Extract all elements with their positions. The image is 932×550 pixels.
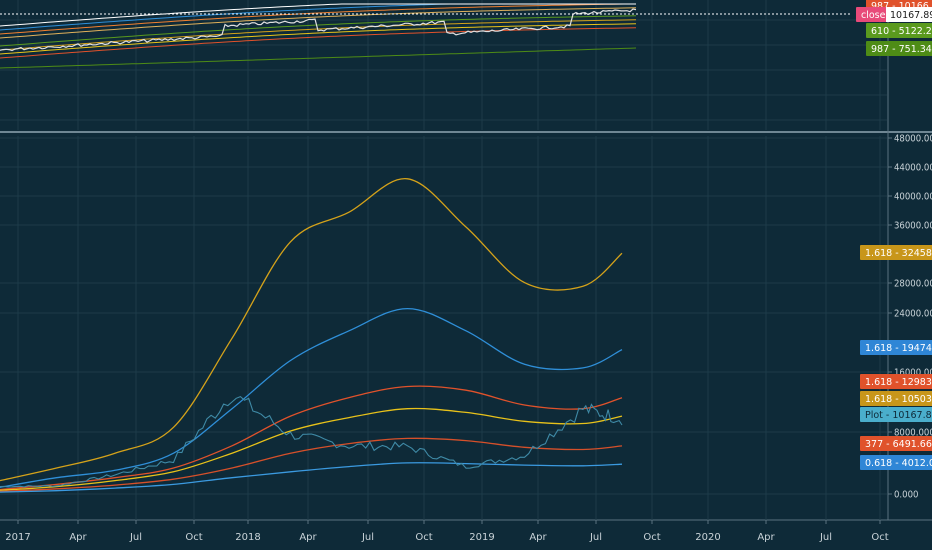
series-line-1 — [0, 307, 623, 488]
bottom-label-3-text: 1.618 - 10503.732 — [865, 394, 932, 405]
bottom-label-6-text: 0.618 - 4012.069 — [865, 458, 932, 469]
y-tick-label: 0.000 — [894, 490, 918, 501]
bottom-label-3: 1.618 - 10503.732 — [860, 391, 932, 406]
y-tick-label: 16000.000 — [894, 368, 932, 379]
x-tick-label: Oct — [185, 532, 202, 543]
series-line-5 — [0, 462, 623, 493]
bottom-label-1: 1.618 - 19474.990 — [860, 340, 932, 355]
bottom-label-5-bg — [860, 436, 932, 451]
bottom-label-5-text: 377 - 6491.663 — [865, 439, 932, 450]
bottom-label-0-bg — [860, 245, 932, 260]
x-tick-label: 2019 — [469, 532, 494, 543]
top-band-5 — [0, 7, 637, 39]
top-label-610: 610 - 5122.20 — [866, 23, 932, 38]
top-band-0 — [0, 27, 637, 59]
top-band-3 — [0, 15, 637, 47]
series-group — [0, 178, 623, 493]
y-tick-label: 44000.000 — [894, 163, 932, 174]
x-tick-label: 2017 — [5, 532, 30, 543]
top-label-610-text: 610 - 5122.20 — [871, 26, 932, 37]
top-band-8 — [0, 3, 636, 27]
bottom-label-3-bg — [860, 391, 932, 406]
top-band-1 — [0, 23, 637, 55]
top-label-close: close — [856, 7, 895, 22]
y-tick-label: 8000.000 — [894, 428, 932, 439]
bottom-label-6: 0.618 - 4012.069 — [860, 455, 932, 470]
bottom-label-1-text: 1.618 - 19474.990 — [865, 343, 932, 354]
y-tick-label: 36000.000 — [894, 221, 932, 232]
top-label-close-value-bg — [886, 7, 932, 22]
top-label-987-upper-text: 987 - 10166.89 — [871, 1, 932, 12]
bottom-label-0: 1.618 - 32458.317 — [860, 245, 932, 260]
top-label-close-value: 10167.89 — [886, 7, 932, 22]
bottom-label-2-text: 1.618 - 12983.327 — [865, 377, 932, 388]
top-band-4 — [0, 47, 637, 69]
x-tick-label: Jul — [129, 532, 142, 543]
series-line-plot — [0, 395, 623, 488]
bottom-label-6-bg — [860, 455, 932, 470]
x-tick-label: Apr — [299, 532, 317, 543]
bottom-label-4-text: Plot - 10167.890 — [865, 410, 932, 421]
bottom-label-5: 377 - 6491.663 — [860, 436, 932, 451]
y-tick-label: 48000.000 — [894, 134, 932, 145]
series-line-0 — [0, 178, 623, 482]
top-label-987-lower-text: 987 - 751.34 — [871, 44, 932, 55]
x-tick-label: 2018 — [235, 532, 260, 543]
series-line-4 — [0, 437, 623, 493]
top-label-610-bg — [866, 23, 932, 38]
series-line-2 — [0, 385, 623, 491]
x-tick-label: Oct — [415, 532, 432, 543]
bottom-label-4-bg — [860, 407, 932, 422]
x-tick-label: Jul — [589, 532, 602, 543]
x-tick-label: Oct — [871, 532, 888, 543]
bottom-label-0-text: 1.618 - 32458.317 — [865, 248, 932, 259]
x-tick-label: Oct — [643, 532, 660, 543]
y-tick-label: 28000.000 — [894, 279, 932, 290]
x-tick-label: 2020 — [695, 532, 720, 543]
top-label-987-lower: 987 - 751.34 — [866, 41, 932, 56]
top-label-close-value-text: 10167.89 — [890, 10, 932, 21]
bottom-label-2-bg — [860, 374, 932, 389]
top-band-6 — [0, 3, 636, 35]
top-label-close-text: close — [861, 10, 886, 21]
y-tick-label: 24000.000 — [894, 309, 932, 320]
bottom-label-2: 1.618 - 12983.327 — [860, 374, 932, 389]
x-tick-label: Jul — [361, 532, 374, 543]
top-price-line — [0, 8, 637, 52]
bottom-label-4: Plot - 10167.890 — [860, 407, 932, 422]
x-tick-label: Apr — [757, 532, 775, 543]
top-label-close-bg — [856, 7, 895, 22]
x-tick-label: Apr — [529, 532, 547, 543]
series-line-3 — [0, 407, 623, 491]
top-label-987-lower-bg — [866, 41, 932, 56]
bottom-label-1-bg — [860, 340, 932, 355]
x-tick-label: Jul — [819, 532, 832, 543]
y-tick-label: 40000.000 — [894, 192, 932, 203]
x-tick-label: Apr — [69, 532, 87, 543]
